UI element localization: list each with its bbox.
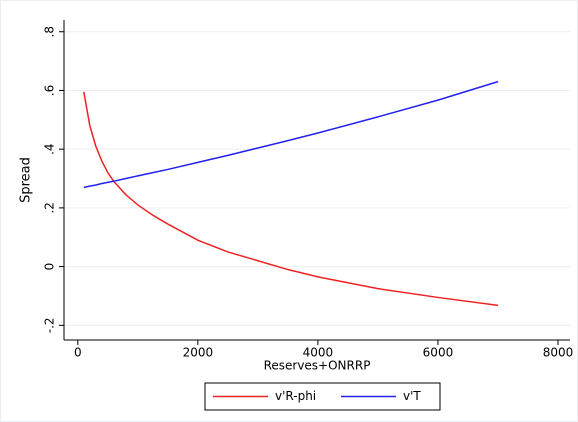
y-tick-label: .2	[43, 202, 57, 213]
series-line	[83, 91, 499, 307]
x-tick-label: 0	[74, 346, 82, 360]
y-tick-label: .8	[43, 26, 57, 37]
x-tick-label: 8000	[543, 346, 574, 360]
legend-label: v'T	[403, 389, 421, 403]
y-tick-label: .4	[43, 143, 57, 154]
series-line	[83, 80, 499, 189]
x-tick-label: 2000	[183, 346, 214, 360]
legend-label: v'R-phi	[275, 389, 316, 403]
x-tick-label: 6000	[423, 346, 454, 360]
y-tick-label: -.2	[43, 317, 57, 333]
x-axis-title: Reserves+ONRRP	[264, 359, 371, 373]
x-tick-label: 4000	[303, 346, 334, 360]
y-axis-title: Spread	[19, 157, 34, 203]
y-tick-label: .6	[43, 85, 57, 96]
y-tick-label: 0	[43, 263, 57, 271]
